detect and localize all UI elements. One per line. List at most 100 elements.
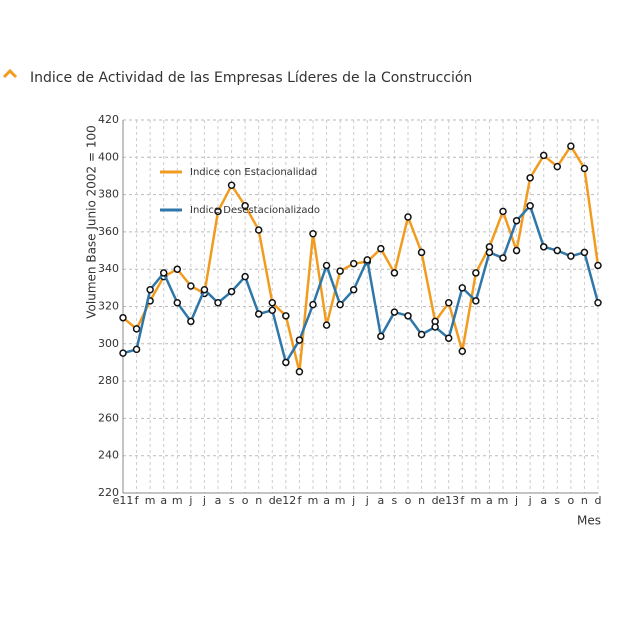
- point: [580, 248, 589, 257]
- series-line: [122, 203, 600, 366]
- point: [567, 142, 575, 150]
- point: [295, 336, 304, 344]
- point: [458, 347, 467, 356]
- point: [553, 246, 562, 255]
- point: [295, 368, 304, 376]
- point: [594, 261, 602, 270]
- x-tick-label: e12: [275, 494, 296, 507]
- point: [417, 248, 426, 257]
- x-tick-label: a: [215, 494, 222, 507]
- point: [472, 297, 480, 305]
- point: [241, 202, 249, 210]
- collapse-icon[interactable]: [2, 68, 18, 79]
- point: [349, 259, 358, 268]
- point: [187, 282, 195, 290]
- point: [485, 248, 494, 257]
- point: [309, 300, 317, 309]
- x-tick-label: a: [160, 494, 167, 507]
- x-tick-label: j: [202, 494, 206, 507]
- x-tick-label: f: [297, 494, 302, 507]
- x-tick-label: m: [308, 494, 319, 507]
- point: [512, 216, 521, 225]
- x-tick-label: n: [418, 494, 425, 507]
- point: [499, 254, 507, 262]
- point: [336, 267, 344, 275]
- point: [404, 213, 412, 221]
- y-tick-label: 260: [98, 411, 119, 424]
- point: [132, 325, 141, 333]
- y-tick-label: 300: [98, 337, 119, 350]
- point: [309, 230, 317, 238]
- y-tick-label: 380: [98, 188, 119, 201]
- point: [119, 313, 127, 322]
- y-axis-label: Volumen Base Junio 2002 = 100: [85, 125, 99, 318]
- point: [146, 285, 154, 294]
- point: [322, 261, 331, 270]
- x-tick-label: n: [581, 494, 588, 507]
- legend-label: Indice con Estacionalidad: [190, 167, 317, 178]
- x-tick-label: e13: [438, 494, 459, 507]
- point: [336, 300, 344, 309]
- y-tick-label: 420: [98, 113, 119, 126]
- point: [173, 299, 182, 307]
- x-tick-label: d: [595, 494, 602, 507]
- x-tick-label: f: [460, 494, 465, 507]
- point: [539, 151, 548, 160]
- point: [444, 299, 453, 307]
- point: [241, 272, 249, 281]
- point: [363, 256, 372, 264]
- x-tick-label: s: [392, 494, 398, 507]
- point: [268, 299, 277, 307]
- chart-title: Indice de Actividad de las Empresas Líde…: [30, 70, 472, 86]
- y-tick-label: 240: [98, 449, 119, 462]
- point: [526, 174, 534, 182]
- point: [119, 349, 127, 357]
- x-tick-label: a: [323, 494, 330, 507]
- point: [254, 226, 263, 234]
- x-tick-label: a: [486, 494, 493, 507]
- y-tick-label: 360: [98, 225, 119, 238]
- x-tick-label: j: [351, 494, 355, 507]
- x-tick-label: d: [269, 494, 276, 507]
- y-tick-label: 280: [98, 374, 119, 387]
- x-tick-label: f: [135, 494, 140, 507]
- point: [322, 321, 331, 329]
- x-tick-label: e11: [113, 494, 134, 507]
- point: [499, 207, 507, 216]
- point: [417, 330, 426, 339]
- point: [567, 252, 575, 260]
- x-tick-label: m: [335, 494, 346, 507]
- legend-label: Indice Desestacionalizado: [190, 205, 320, 216]
- x-tick-label: m: [498, 494, 509, 507]
- x-tick-label: n: [255, 494, 262, 507]
- point: [268, 306, 277, 314]
- point: [187, 317, 195, 326]
- x-tick-label: s: [554, 494, 560, 507]
- x-tick-label: m: [470, 494, 481, 507]
- point: [431, 323, 439, 331]
- point: [159, 269, 168, 277]
- point: [200, 285, 209, 294]
- point: [132, 345, 141, 354]
- point: [214, 299, 222, 307]
- point: [458, 284, 467, 292]
- x-tick-label: m: [145, 494, 156, 507]
- point: [227, 181, 236, 190]
- point: [214, 207, 222, 216]
- point: [444, 334, 453, 342]
- x-axis-label: Mes: [577, 514, 601, 528]
- point: [539, 243, 548, 251]
- y-tick-label: 340: [98, 262, 119, 275]
- point: [349, 285, 358, 294]
- point: [472, 269, 480, 277]
- point: [377, 332, 385, 341]
- point: [390, 269, 399, 277]
- point: [282, 312, 290, 320]
- x-tick-label: m: [172, 494, 183, 507]
- x-tick-label: j: [188, 494, 192, 507]
- point: [377, 244, 385, 253]
- point: [404, 312, 412, 320]
- x-tick-label: o: [242, 494, 249, 507]
- x-tick-label: o: [405, 494, 412, 507]
